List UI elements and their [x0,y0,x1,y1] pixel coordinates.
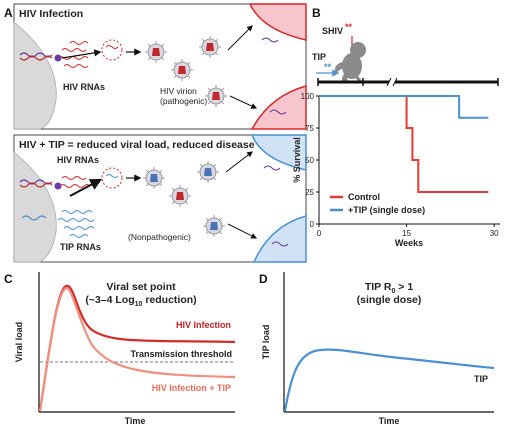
virion-label-2: (pathogenic) [160,96,207,106]
panel-a-bottom-box: HIV RNAs TIP RNAs (Nonpathogenic) HIV + … [13,134,307,263]
panel-a-label: A [4,6,13,20]
target-cell-top-blue [250,134,307,171]
panel-a-top-title: HIV Infection [19,8,83,20]
survival-chart: 0 25 50 75 100 0 15 30 % Survival Weeks Contro… [292,92,500,248]
arrow-rna-to-budding-bottom [69,178,103,197]
panel-c-title-2: (~3–4 Log10 reduction) [85,294,196,308]
tip-load-diagram: TIP R0 > 1 (single dose) TIP load Time T… [261,272,495,426]
hiv-rna-strands [59,176,91,188]
hiv-tip-curve [38,286,236,412]
shiv-star: ** [345,22,353,32]
target-cell-bottom-blue [252,215,307,263]
dna-helix-icon [19,52,53,61]
d-xlabel: Time [379,416,400,426]
threshold-label: Transmission threshold [130,349,232,359]
hiv-tip-curve-label: HIV Infection + TIP [152,383,231,393]
virion-red-4 [204,84,228,108]
nucleus-dot [54,54,62,62]
infected-cell [13,21,57,130]
legend-control: Control [348,192,380,202]
panel-a-top-box: HIV RNAs HIV virion (pathogenic) HIV Inf… [13,3,307,130]
x-tick-label: 15 [402,229,411,238]
d-ylabel: TIP load [261,325,271,360]
survival-series-tip [319,95,489,119]
top-rna-label: HIV RNAs [63,82,105,92]
virion-red-5 [168,184,192,208]
virion-blue-3 [202,214,226,238]
y-tick-label: 100 [301,92,315,101]
monkey-icon [334,42,366,82]
survival-series-control [319,95,489,193]
x-tick-label: 0 [317,229,322,238]
survival-xlabel: Weeks [395,238,423,248]
panel-a-bottom-title: HIV + TIP = reduced viral load, reduced … [19,139,255,151]
panel-d-title-1: TIP R0 > 1 [365,281,414,295]
tip-rna-strands [57,210,95,238]
y-tick-label: 0 [310,220,315,229]
survival-legend: Control +TIP (single dose) [330,192,425,215]
target-cell-bottom [250,85,307,130]
tip-curve-label: TIP [474,374,488,384]
legend-tip: +TIP (single dose) [348,205,425,215]
virion-blue-1 [142,166,166,190]
arrow-infect-1 [227,25,253,51]
target-cell-top [248,3,307,41]
hiv-curve-label: HIV Infection [176,320,231,330]
bottom-rna-label: HIV RNAs [57,155,99,165]
arrow-infect-2 [229,95,258,109]
tip-load-curve [283,348,495,412]
virion-red-1 [144,40,168,64]
viral-load-diagram: Viral set point (~3–4 Log10 reduction) V… [14,272,236,426]
shiv-label: SHIV [322,26,343,36]
virion-red-3 [198,35,222,59]
tip-rna-label: TIP RNAs [60,242,101,252]
y-tick-label: 50 [305,156,314,165]
timeline-bar [317,77,499,87]
arrow-rna-to-budding [61,49,102,59]
c-xlabel: Time [125,416,146,426]
tip-star: ** [324,62,332,72]
virion-blue-2 [196,160,220,184]
arrow-infect-4 [227,223,258,239]
arrow-infect-3 [225,151,253,173]
y-tick-label: 75 [305,124,314,133]
c-ylabel: Viral load [14,322,24,362]
panel-c-title-1: Viral set point [106,281,176,293]
tip-label: TIP [312,52,326,62]
x-tick-label: 30 [490,229,499,238]
panel-d-title-2: (single dose) [357,294,422,306]
y-tick-label: 25 [305,188,314,197]
dna-helix-icon [19,179,53,221]
panel-b-label: B [312,6,321,20]
panel-c-label: C [4,272,13,286]
survival-ylabel: % Survival [292,137,302,183]
budding-virion-bottom [101,167,123,189]
nonpathogenic-label: (Nonpathogenic) [128,232,191,242]
panel-d-label: D [259,272,268,286]
virion-label-1: HIV virion [160,86,197,96]
budding-virion [101,39,123,61]
virion-red-2 [170,58,194,82]
